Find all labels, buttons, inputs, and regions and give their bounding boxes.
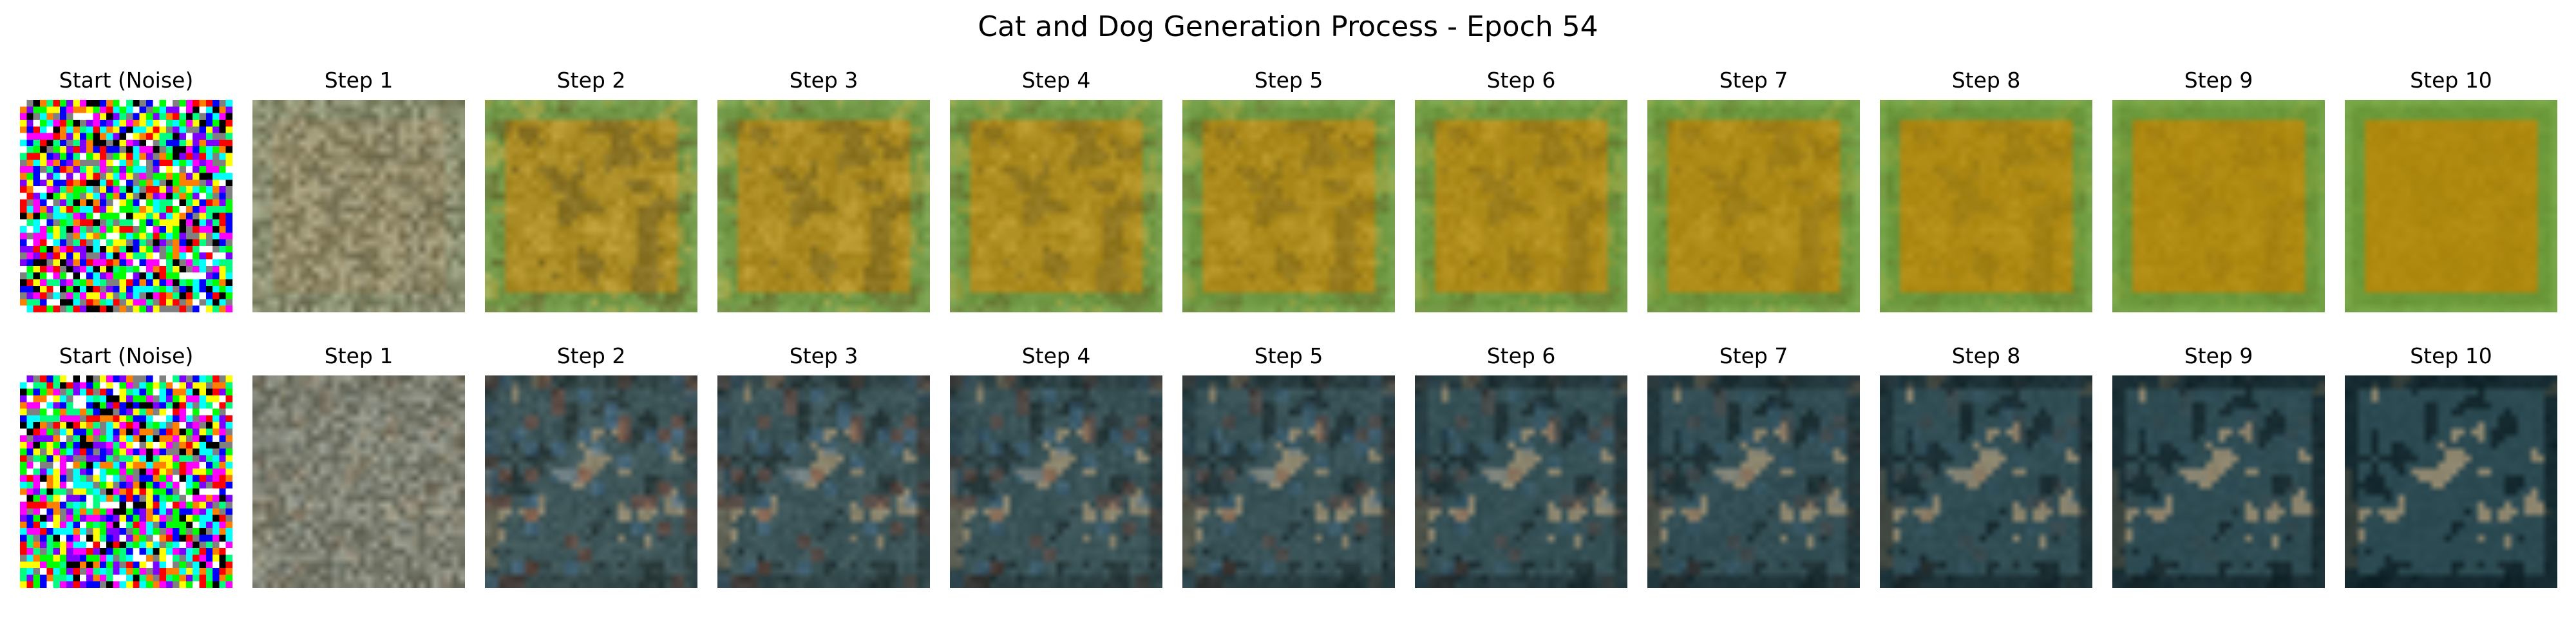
- panel-title: Start (Noise): [59, 343, 194, 368]
- generated-image: [1415, 100, 1627, 312]
- generated-image: [1880, 375, 2092, 588]
- panel-title: Step 5: [1254, 68, 1323, 93]
- panel-title: Step 8: [1951, 343, 2021, 368]
- panel-title: Step 6: [1486, 343, 1556, 368]
- panel-title: Step 9: [2184, 68, 2253, 93]
- panel-title: Step 2: [556, 343, 626, 368]
- generated-image: [1415, 375, 1627, 588]
- generated-image: [2345, 100, 2557, 312]
- generated-image: [20, 375, 232, 588]
- generated-image: [1880, 100, 2092, 312]
- panel-title: Start (Noise): [59, 68, 194, 93]
- panel-title: Step 4: [1021, 68, 1091, 93]
- panel-title: Step 3: [789, 68, 858, 93]
- generated-image: [1182, 375, 1395, 588]
- panel-title: Step 9: [2184, 343, 2253, 368]
- panel-title: Step 4: [1021, 343, 1091, 368]
- generated-image: [1647, 100, 1860, 312]
- generated-image: [1182, 100, 1395, 312]
- generated-image: [2112, 100, 2325, 312]
- generated-image: [485, 375, 697, 588]
- panel-title: Step 7: [1719, 343, 1788, 368]
- generated-image: [252, 100, 465, 312]
- generated-image: [717, 100, 930, 312]
- panel-title: Step 6: [1486, 68, 1556, 93]
- panel-title: Step 1: [324, 343, 393, 368]
- generated-image: [950, 100, 1162, 312]
- generated-image: [2345, 375, 2557, 588]
- panel-title: Step 3: [789, 343, 858, 368]
- figure-title: Cat and Dog Generation Process - Epoch 5…: [978, 10, 1598, 43]
- generated-image: [20, 100, 232, 312]
- panel-title: Step 10: [2410, 68, 2492, 93]
- generated-image: [950, 375, 1162, 588]
- panel-title: Step 2: [556, 68, 626, 93]
- panel-title: Step 1: [324, 68, 393, 93]
- generated-image: [485, 100, 697, 312]
- generated-image: [2112, 375, 2325, 588]
- panel-title: Step 7: [1719, 68, 1788, 93]
- panel-title: Step 8: [1951, 68, 2021, 93]
- panel-title: Step 5: [1254, 343, 1323, 368]
- generated-image: [1647, 375, 1860, 588]
- panel-title: Step 10: [2410, 343, 2492, 368]
- generated-image: [252, 375, 465, 588]
- generated-image: [717, 375, 930, 588]
